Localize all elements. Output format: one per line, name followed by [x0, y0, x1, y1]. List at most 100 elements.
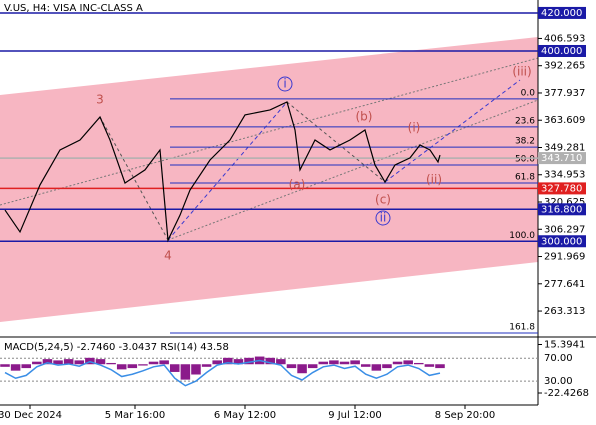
level-box	[538, 182, 586, 195]
macd-bar	[233, 359, 244, 365]
y-tick-label: 377.937	[544, 88, 585, 99]
fib-label: 0.0	[521, 88, 536, 98]
price-line	[4, 101, 441, 243]
x-tick-label: 9 Jul 12:00	[328, 410, 382, 421]
channel	[0, 37, 538, 322]
macd-bar	[148, 361, 159, 365]
wave-label: (b)	[356, 110, 373, 124]
macd-bar	[63, 359, 74, 365]
level-box	[538, 152, 586, 165]
level-box	[538, 6, 586, 19]
x-tick-label: 5 Mar 16:00	[105, 410, 165, 421]
macd-bar	[286, 364, 297, 369]
y-tick-label: 263.313	[544, 306, 585, 317]
y2-tick-label: 70.00	[544, 353, 573, 364]
macd-bar	[53, 360, 63, 365]
wave-label: 3	[96, 93, 104, 107]
level-label: 400.000	[541, 46, 582, 57]
macd-bar	[276, 359, 286, 365]
macd-bar	[138, 364, 148, 366]
wave-label: (i)	[408, 121, 421, 135]
chart-title: V.US, H4: VISA INC-CLASS A	[4, 3, 143, 14]
level-box	[538, 203, 586, 216]
rsi-line	[4, 359, 441, 387]
macd-bar	[360, 364, 371, 367]
fib-label: 161.8	[509, 322, 535, 332]
wave-label: (iii)	[512, 65, 531, 79]
macd-bar	[212, 360, 222, 365]
macd-bar	[10, 364, 21, 371]
fib-label: 23.6	[515, 116, 535, 126]
wave-circle	[277, 76, 293, 92]
macd-bar	[127, 364, 138, 369]
wave-label: (ii)	[426, 173, 442, 187]
y-tick-label: 291.969	[544, 252, 585, 263]
trend-line	[167, 99, 539, 241]
wave-label: i	[283, 77, 286, 91]
macd-bar	[435, 364, 445, 369]
wave-circle	[375, 210, 391, 226]
macd-bar	[265, 357, 276, 365]
macd-bar	[318, 361, 329, 365]
macd-bar	[0, 364, 10, 367]
level-label: 420.000	[541, 8, 582, 19]
macd-bar	[223, 357, 233, 365]
wave-label: 4	[164, 249, 172, 263]
level-box	[538, 235, 586, 248]
macd-bar	[403, 360, 413, 365]
macd-bar	[159, 360, 169, 365]
macd-bar	[382, 364, 392, 369]
macd-bar	[191, 364, 201, 375]
y-tick-label: 277.641	[544, 279, 585, 290]
level-label: 343.710	[541, 153, 582, 164]
wave-label: ii	[380, 211, 387, 225]
y-tick-label: 306.297	[544, 224, 585, 235]
macd-bar	[339, 361, 350, 365]
macd-bar	[297, 364, 307, 374]
macd-bar	[329, 360, 339, 365]
x-tick-label: 6 May 12:00	[214, 410, 276, 421]
macd-bar	[116, 364, 127, 370]
y-tick-label: -22.4268	[544, 388, 589, 399]
x-tick-label: 30 Dec 2024	[0, 410, 62, 421]
macd-bar	[21, 364, 31, 369]
macd-bar	[32, 361, 42, 365]
y-tick-label: 15.3941	[544, 339, 585, 350]
y-tick-label: 334.953	[544, 170, 585, 181]
wave-line	[167, 101, 288, 241]
y-tick-label: 406.593	[544, 33, 585, 44]
y-tick-label: 392.265	[544, 61, 585, 72]
y-tick-label: 363.609	[544, 115, 585, 126]
macd-bar	[244, 357, 254, 365]
y2-tick-label: 30.00	[544, 376, 573, 387]
macd-bar	[201, 364, 212, 367]
level-box	[538, 44, 586, 57]
macd-bar	[169, 364, 180, 372]
level-label: 300.000	[541, 236, 582, 247]
macd-bar	[106, 362, 116, 365]
macd-bar	[350, 360, 360, 365]
macd-bar	[424, 364, 435, 367]
x-tick-label: 8 Sep 20:00	[435, 410, 495, 421]
macd-bar	[74, 360, 85, 365]
macd-bar	[371, 364, 382, 371]
fib-label: 50.0	[515, 154, 535, 164]
wave-label: (c)	[375, 193, 391, 207]
indicator-title: MACD(5,24,5) -2.7460 -3.0437 RSI(14) 43.…	[4, 342, 229, 353]
y-tick-label: 349.281	[544, 142, 585, 153]
macd-bar	[42, 359, 53, 365]
macd-bar	[392, 361, 403, 365]
macd-bar	[307, 364, 318, 369]
fib-label: 100.0	[509, 231, 535, 241]
macd-bar	[180, 364, 191, 380]
macd-bar	[95, 359, 106, 365]
wave-label: (a)	[289, 178, 306, 192]
fib-label: 38.2	[515, 137, 535, 147]
macd-bar	[414, 362, 424, 365]
level-label: 327.780	[541, 183, 582, 194]
y-tick-label: 320.625	[544, 197, 585, 208]
fib-label: 61.8	[515, 173, 535, 183]
trend-line	[0, 57, 539, 206]
